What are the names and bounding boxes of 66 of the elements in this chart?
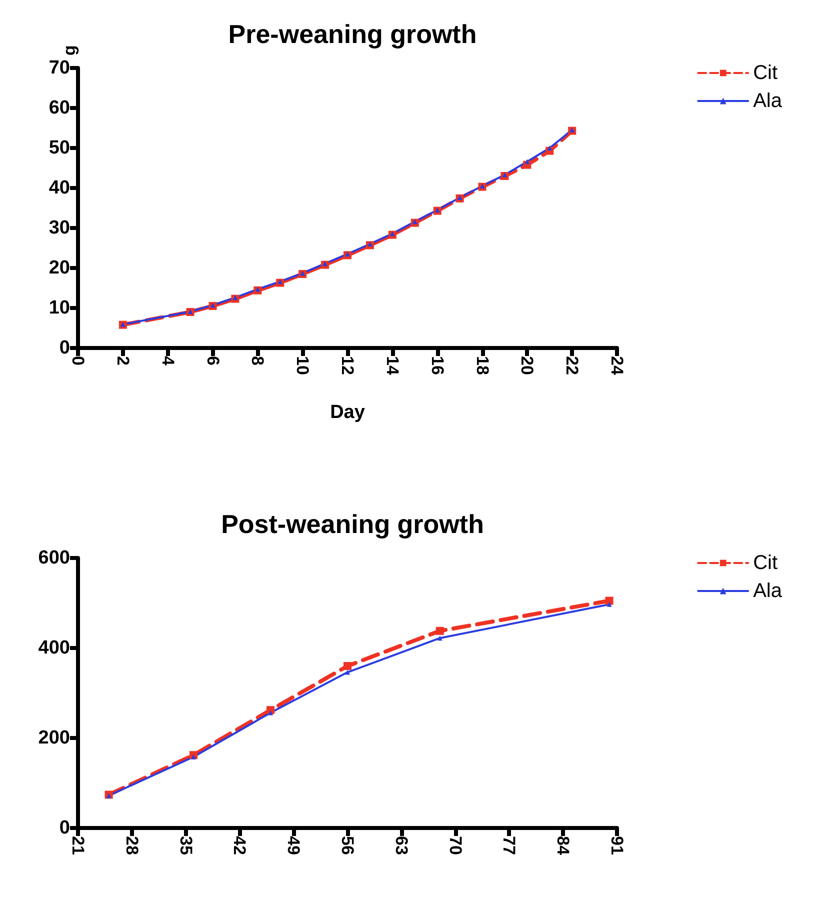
y-tick-label: 30 [48, 218, 70, 238]
point [191, 754, 196, 760]
x-tick-label: 35 [176, 836, 196, 855]
point [345, 670, 350, 675]
legend-label: Ala [753, 580, 783, 602]
point [232, 295, 238, 300]
point [524, 159, 530, 164]
y-tick-label: 200 [38, 728, 70, 748]
y-axis-title: g [60, 45, 79, 56]
chart-title: Post-weaning growth [221, 509, 484, 539]
y-tick-label: 40 [48, 178, 70, 198]
x-tick-label: 6 [203, 356, 222, 366]
x-tick-label: 24 [608, 356, 626, 376]
y-tick-label: 20 [48, 258, 70, 278]
x-tick-label: 70 [446, 836, 465, 855]
point [412, 219, 418, 224]
x-tick-label: 91 [608, 836, 626, 855]
point [106, 793, 112, 798]
point [390, 231, 395, 236]
x-tick-label: 20 [518, 356, 537, 375]
point [502, 172, 508, 178]
point [367, 242, 372, 246]
x-tick-label: 77 [500, 836, 519, 855]
x-tick-label: 84 [554, 836, 573, 856]
x-tick-label: 0 [68, 356, 88, 366]
x-tick-label: 12 [338, 356, 357, 375]
point [344, 662, 352, 670]
point [266, 706, 274, 714]
y-tick-label: 400 [38, 638, 70, 658]
legend-label: Cit [753, 62, 778, 84]
x-tick-label: 56 [338, 836, 357, 855]
legend-label: Cit [753, 552, 778, 574]
point [278, 279, 283, 284]
point [322, 261, 328, 266]
x-tick-label: 2 [113, 356, 132, 366]
point [255, 286, 260, 292]
point [570, 128, 575, 132]
x-tick-label: 4 [158, 356, 178, 366]
y-tick-label: 0 [59, 818, 70, 838]
y-tick-label: 70 [48, 58, 70, 78]
x-tick-label: 21 [68, 836, 88, 855]
x-tick-label: 22 [562, 356, 582, 375]
x-tick-label: 8 [248, 356, 268, 366]
x-tick-label: 10 [293, 356, 312, 375]
y-tick-label: 10 [48, 298, 70, 318]
x-tick-label: 28 [122, 836, 142, 855]
y-tick-label: 60 [48, 98, 70, 118]
chart-title: Pre-weaning growth [228, 19, 477, 49]
point [268, 710, 273, 716]
x-tick-label: 63 [392, 836, 411, 855]
point [605, 596, 614, 605]
x-tick-label: 42 [230, 836, 250, 855]
point [547, 146, 552, 150]
y-tick-label: 600 [38, 548, 70, 568]
x-tick-label: 14 [382, 356, 402, 376]
x-axis-title: Day [330, 402, 366, 423]
point [480, 184, 485, 188]
x-tick-label: 18 [472, 356, 492, 375]
x-tick-label: 49 [284, 836, 304, 855]
y-tick-label: 50 [48, 138, 70, 158]
point [606, 602, 612, 607]
point [436, 626, 444, 635]
x-tick-label: 16 [428, 356, 447, 375]
point [434, 208, 440, 212]
point [437, 636, 442, 641]
legend-label: Ala [753, 90, 783, 112]
